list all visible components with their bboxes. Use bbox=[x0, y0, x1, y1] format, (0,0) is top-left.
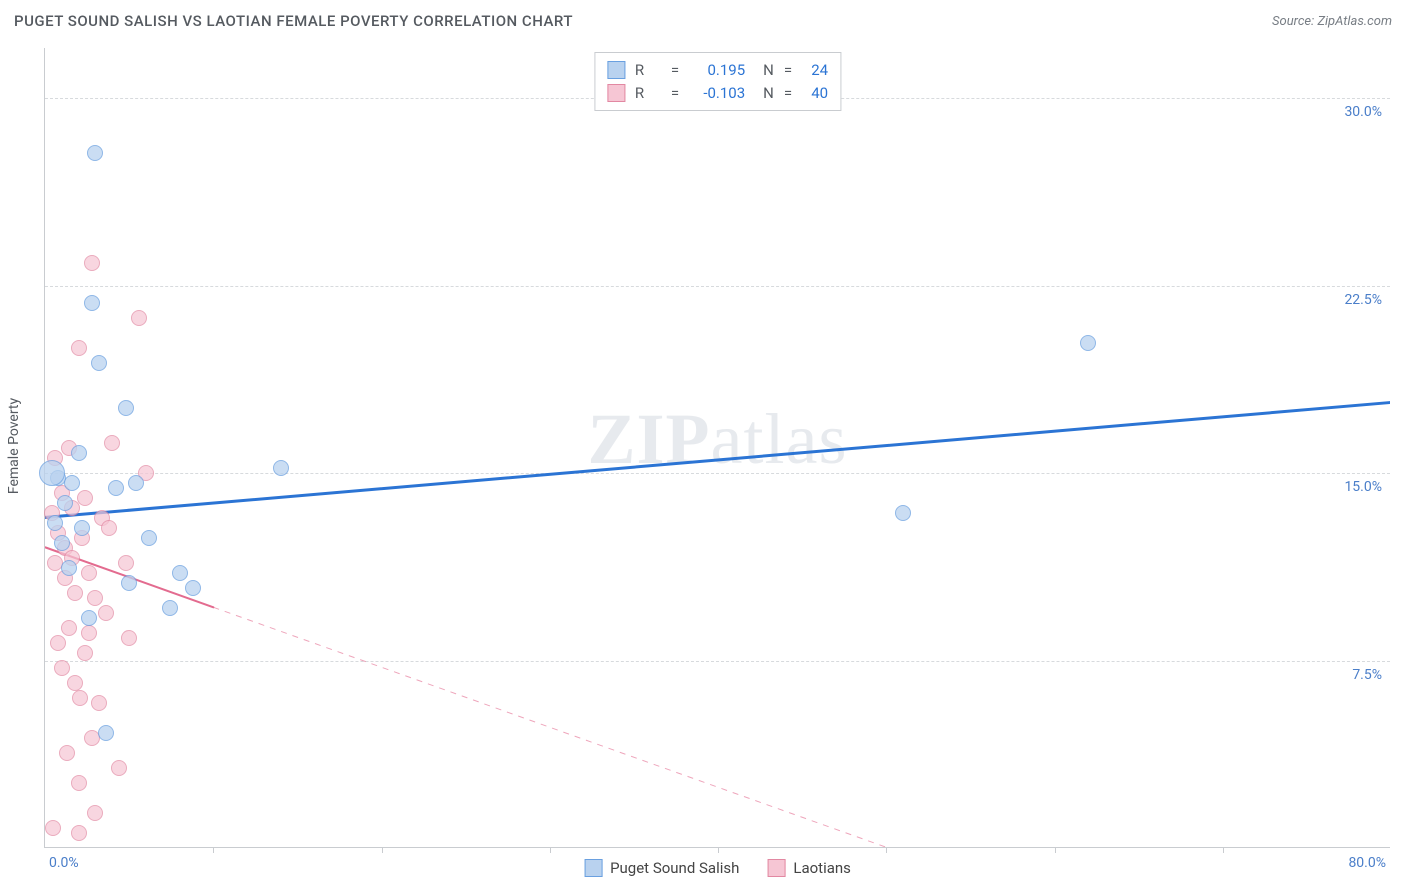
data-point-salish bbox=[1080, 335, 1096, 351]
legend-label: Puget Sound Salish bbox=[610, 859, 739, 877]
data-point-laotians bbox=[67, 675, 83, 691]
data-point-laotians bbox=[72, 690, 88, 706]
data-point-laotians bbox=[50, 635, 66, 651]
data-point-laotians bbox=[81, 625, 97, 641]
data-point-laotians bbox=[131, 310, 147, 326]
data-point-laotians bbox=[87, 590, 103, 606]
chart-source: Source: ZipAtlas.com bbox=[1272, 14, 1392, 29]
r-value: 0.195 bbox=[689, 59, 745, 82]
data-point-laotians bbox=[87, 805, 103, 821]
r-value: -0.103 bbox=[689, 82, 745, 105]
data-point-laotians bbox=[111, 760, 127, 776]
x-tick bbox=[382, 847, 383, 853]
data-point-salish bbox=[108, 480, 124, 496]
x-tick bbox=[1055, 847, 1056, 853]
data-point-laotians bbox=[59, 745, 75, 761]
data-point-salish bbox=[71, 445, 87, 461]
data-point-salish bbox=[61, 560, 77, 576]
data-point-laotians bbox=[91, 695, 107, 711]
data-point-salish bbox=[162, 600, 178, 616]
correlation-stats-box: R = 0.195 N = 24 R = -0.103 N = 40 bbox=[594, 52, 841, 111]
x-tick bbox=[1223, 847, 1224, 853]
y-tick-label: 30.0% bbox=[1344, 104, 1382, 120]
r-label: R bbox=[635, 82, 661, 105]
data-point-laotians bbox=[54, 660, 70, 676]
data-point-laotians bbox=[118, 555, 134, 571]
data-point-laotians bbox=[84, 255, 100, 271]
stats-row: R = 0.195 N = 24 bbox=[607, 59, 828, 82]
data-point-salish bbox=[74, 520, 90, 536]
series-legend: Puget Sound Salish Laotians bbox=[584, 859, 851, 877]
x-tick bbox=[886, 847, 887, 853]
data-point-laotians bbox=[98, 605, 114, 621]
data-point-salish bbox=[84, 295, 100, 311]
scatter-points bbox=[45, 48, 1390, 847]
stats-row: R = -0.103 N = 40 bbox=[607, 82, 828, 105]
swatch-icon bbox=[767, 859, 785, 877]
legend-item: Puget Sound Salish bbox=[584, 859, 739, 877]
legend-label: Laotians bbox=[793, 859, 851, 877]
source-name: ZipAtlas.com bbox=[1317, 14, 1392, 29]
data-point-salish bbox=[118, 400, 134, 416]
data-point-laotians bbox=[81, 565, 97, 581]
n-label: N bbox=[763, 59, 774, 82]
data-point-salish bbox=[128, 475, 144, 491]
data-point-laotians bbox=[71, 825, 87, 841]
data-point-salish bbox=[87, 145, 103, 161]
data-point-salish bbox=[64, 475, 80, 491]
y-tick-label: 22.5% bbox=[1344, 292, 1382, 308]
r-label: R bbox=[635, 59, 661, 82]
x-tick bbox=[718, 847, 719, 853]
data-point-salish bbox=[273, 460, 289, 476]
equals-sign: = bbox=[784, 59, 792, 82]
chart-header: PUGET SOUND SALISH VS LAOTIAN FEMALE POV… bbox=[0, 0, 1406, 42]
n-value: 40 bbox=[802, 82, 828, 105]
data-point-laotians bbox=[77, 490, 93, 506]
n-label: N bbox=[763, 82, 774, 105]
legend-item: Laotians bbox=[767, 859, 851, 877]
source-prefix: Source: bbox=[1272, 14, 1317, 29]
data-point-salish bbox=[185, 580, 201, 596]
data-point-laotians bbox=[104, 435, 120, 451]
data-point-laotians bbox=[61, 620, 77, 636]
scatter-plot: ZIPatlas 7.5%15.0%22.5%30.0% R=0.195N=24… bbox=[44, 48, 1390, 848]
y-axis-title: Female Poverty bbox=[6, 398, 22, 494]
data-point-salish bbox=[47, 515, 63, 531]
chart-title: PUGET SOUND SALISH VS LAOTIAN FEMALE POV… bbox=[14, 12, 573, 30]
equals-sign: = bbox=[671, 59, 679, 82]
data-point-salish bbox=[895, 505, 911, 521]
data-point-laotians bbox=[121, 630, 137, 646]
data-point-salish bbox=[54, 535, 70, 551]
equals-sign: = bbox=[784, 82, 792, 105]
x-axis-start-label: 0.0% bbox=[49, 855, 79, 871]
data-point-laotians bbox=[77, 645, 93, 661]
equals-sign: = bbox=[671, 82, 679, 105]
data-point-salish-large bbox=[39, 460, 65, 486]
data-point-laotians bbox=[45, 820, 61, 836]
n-value: 24 bbox=[802, 59, 828, 82]
y-tick-label: 7.5% bbox=[1352, 667, 1382, 683]
data-point-salish bbox=[98, 725, 114, 741]
swatch-icon bbox=[584, 859, 602, 877]
x-tick bbox=[213, 847, 214, 853]
data-point-laotians bbox=[101, 520, 117, 536]
data-point-laotians bbox=[71, 775, 87, 791]
data-point-salish bbox=[57, 495, 73, 511]
data-point-salish bbox=[81, 610, 97, 626]
data-point-salish bbox=[91, 355, 107, 371]
x-axis-end-label: 80.0% bbox=[1348, 855, 1386, 871]
data-point-salish bbox=[121, 575, 137, 591]
data-point-laotians bbox=[71, 340, 87, 356]
swatch-icon bbox=[607, 61, 625, 79]
data-point-salish bbox=[141, 530, 157, 546]
data-point-laotians bbox=[67, 585, 83, 601]
y-tick-label: 15.0% bbox=[1344, 479, 1382, 495]
x-tick bbox=[550, 847, 551, 853]
swatch-icon bbox=[607, 84, 625, 102]
data-point-salish bbox=[172, 565, 188, 581]
